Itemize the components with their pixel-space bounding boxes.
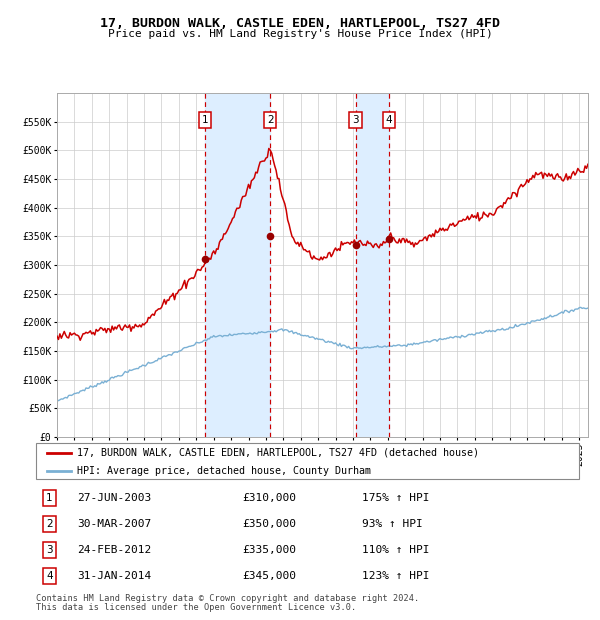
Bar bbox=[205, 93, 270, 437]
Text: 17, BURDON WALK, CASTLE EDEN, HARTLEPOOL, TS27 4FD: 17, BURDON WALK, CASTLE EDEN, HARTLEPOOL… bbox=[100, 17, 500, 30]
Text: 17, BURDON WALK, CASTLE EDEN, HARTLEPOOL, TS27 4FD (detached house): 17, BURDON WALK, CASTLE EDEN, HARTLEPOOL… bbox=[77, 448, 479, 458]
Text: 4: 4 bbox=[46, 571, 53, 582]
Text: 27-JUN-2003: 27-JUN-2003 bbox=[77, 493, 151, 503]
Text: Price paid vs. HM Land Registry's House Price Index (HPI): Price paid vs. HM Land Registry's House … bbox=[107, 29, 493, 38]
Text: 3: 3 bbox=[46, 545, 53, 556]
Text: HPI: Average price, detached house, County Durham: HPI: Average price, detached house, Coun… bbox=[77, 466, 371, 476]
Text: 123% ↑ HPI: 123% ↑ HPI bbox=[362, 571, 430, 582]
Bar bbox=[356, 93, 389, 437]
Text: 24-FEB-2012: 24-FEB-2012 bbox=[77, 545, 151, 556]
Text: £345,000: £345,000 bbox=[242, 571, 296, 582]
FancyBboxPatch shape bbox=[36, 443, 579, 479]
Text: 175% ↑ HPI: 175% ↑ HPI bbox=[362, 493, 430, 503]
Text: 110% ↑ HPI: 110% ↑ HPI bbox=[362, 545, 430, 556]
Text: 1: 1 bbox=[46, 493, 53, 503]
Text: This data is licensed under the Open Government Licence v3.0.: This data is licensed under the Open Gov… bbox=[36, 603, 356, 613]
Text: 93% ↑ HPI: 93% ↑ HPI bbox=[362, 519, 422, 529]
Text: Contains HM Land Registry data © Crown copyright and database right 2024.: Contains HM Land Registry data © Crown c… bbox=[36, 594, 419, 603]
Text: £310,000: £310,000 bbox=[242, 493, 296, 503]
Text: 31-JAN-2014: 31-JAN-2014 bbox=[77, 571, 151, 582]
Text: £335,000: £335,000 bbox=[242, 545, 296, 556]
Text: 2: 2 bbox=[46, 519, 53, 529]
Text: 2: 2 bbox=[267, 115, 274, 125]
Text: £350,000: £350,000 bbox=[242, 519, 296, 529]
Text: 1: 1 bbox=[202, 115, 208, 125]
Text: 4: 4 bbox=[386, 115, 392, 125]
Text: 3: 3 bbox=[352, 115, 359, 125]
Text: 30-MAR-2007: 30-MAR-2007 bbox=[77, 519, 151, 529]
